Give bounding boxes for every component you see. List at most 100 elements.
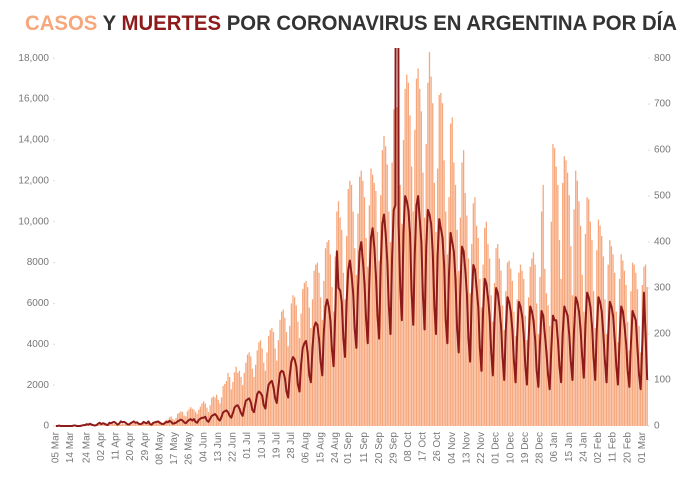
- bar: [123, 424, 125, 426]
- bar: [139, 424, 141, 426]
- bar: [136, 423, 138, 426]
- y-tick-label: 10,000: [18, 216, 49, 227]
- bar: [440, 92, 442, 426]
- bar: [409, 115, 411, 426]
- bar: [230, 389, 232, 426]
- x-tick-label: 24 Jan: [578, 432, 589, 462]
- bar: [531, 258, 533, 426]
- x-tick-label: 04 Jun: [198, 432, 209, 462]
- bar: [209, 405, 211, 426]
- bar: [115, 424, 117, 426]
- bar: [245, 362, 247, 426]
- x-tick-label: 22 Nov: [476, 432, 487, 464]
- bar: [628, 350, 630, 426]
- bar: [601, 235, 603, 426]
- bar: [597, 219, 600, 426]
- bar: [181, 411, 184, 426]
- bar: [511, 280, 513, 426]
- bar: [248, 352, 250, 426]
- bar: [497, 244, 499, 426]
- title-text: POR CORONAVIRUS EN ARGENTINA POR DÍA: [227, 12, 677, 35]
- bar: [285, 332, 288, 426]
- x-tick-label: 04 Nov: [447, 432, 458, 464]
- bar: [453, 162, 455, 426]
- x-tick-label: 14 Mar: [65, 431, 76, 463]
- bar: [427, 82, 429, 426]
- bar: [352, 211, 354, 426]
- bar: [484, 227, 486, 426]
- bar: [204, 403, 206, 426]
- y2-tick-label: 0: [654, 421, 660, 432]
- bar: [370, 168, 372, 427]
- bar: [216, 394, 218, 426]
- bar: [506, 262, 509, 426]
- x-tick-label: 01 Mar: [637, 431, 648, 463]
- x-tick-label: 11 Sep: [359, 432, 370, 463]
- x-tick-label: 05 Mar: [50, 431, 61, 463]
- bar: [147, 422, 150, 426]
- bar: [360, 170, 362, 426]
- bar: [243, 372, 245, 426]
- bar: [474, 197, 476, 426]
- x-tick-label: 28 Dec: [535, 432, 546, 464]
- bar: [261, 348, 263, 426]
- bar: [155, 421, 158, 426]
- bar: [381, 150, 384, 426]
- bar: [225, 381, 228, 426]
- bar: [191, 408, 193, 426]
- bar: [529, 266, 531, 426]
- bar: [203, 401, 205, 426]
- bar: [560, 278, 562, 426]
- y2-tick-label: 100: [654, 375, 671, 386]
- bar: [256, 350, 258, 426]
- bar: [380, 195, 382, 426]
- bar: [280, 311, 283, 426]
- bar: [396, 107, 398, 426]
- bar: [237, 372, 239, 426]
- bar: [141, 424, 143, 426]
- bar: [438, 94, 440, 426]
- bar: [254, 364, 257, 426]
- y-tick-label: 8000: [27, 257, 50, 268]
- bar: [362, 180, 364, 426]
- bar: [253, 376, 255, 426]
- x-tick-label: 06 Aug: [301, 432, 312, 463]
- bar: [419, 88, 421, 426]
- bar: [631, 262, 634, 426]
- plot-area: [55, 48, 649, 427]
- bar: [542, 184, 544, 426]
- bar: [344, 299, 346, 426]
- bar: [464, 193, 466, 426]
- bar: [570, 246, 572, 426]
- bar: [373, 182, 375, 426]
- bar: [498, 258, 500, 426]
- bar: [488, 258, 491, 426]
- bar: [495, 248, 497, 426]
- bar: [185, 416, 187, 426]
- bar: [609, 240, 611, 426]
- bar: [430, 76, 432, 426]
- bar: [358, 176, 361, 426]
- bar: [133, 423, 135, 426]
- bar: [220, 397, 223, 426]
- bar: [146, 423, 148, 426]
- bar: [152, 423, 154, 426]
- bar: [250, 356, 252, 426]
- bar: [477, 238, 479, 426]
- bar: [566, 172, 569, 426]
- bar: [532, 252, 535, 426]
- bar: [121, 423, 124, 426]
- bar: [558, 240, 561, 426]
- y2-tick-label: 400: [654, 237, 671, 248]
- bar: [207, 412, 210, 426]
- x-tick-label: 24 Aug: [330, 432, 341, 463]
- bar: [461, 162, 463, 426]
- bar: [217, 399, 219, 426]
- x-tick-label: 24 Mar: [81, 431, 92, 463]
- bar: [138, 423, 140, 426]
- bar: [222, 385, 224, 426]
- y-tick-label: 2000: [27, 380, 50, 391]
- bar: [508, 260, 510, 426]
- bar: [565, 160, 567, 427]
- bar: [142, 422, 145, 426]
